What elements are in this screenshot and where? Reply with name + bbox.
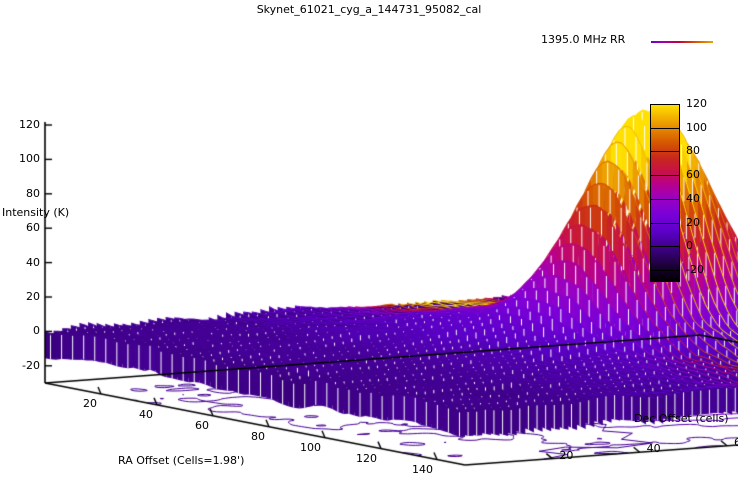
colorbar-tick	[650, 222, 680, 224]
colorbar-tick-label: 100	[686, 120, 707, 134]
z-tick-label: 20	[26, 290, 40, 303]
z-tick-label: 40	[26, 255, 40, 269]
y-tick-label: 20	[559, 448, 574, 462]
legend-label: 1395.0 MHz RR	[541, 33, 626, 46]
colorbar-tick	[650, 175, 680, 177]
x-tick-label: 140	[412, 462, 433, 476]
colorbar-tick-label: 120	[686, 97, 707, 110]
colorbar-tick	[650, 198, 680, 200]
y-axis-title: Dec Offset (cells)	[634, 412, 729, 425]
z-tick-label: 100	[19, 152, 40, 166]
z-tick-label: 60	[26, 221, 40, 235]
z-axis-title: Intensity (K)	[2, 206, 70, 219]
colorbar-tick-label: 20	[686, 215, 700, 229]
x-tick-label: 60	[195, 418, 209, 432]
colorbar-tick	[650, 151, 680, 153]
colorbar-tick	[650, 270, 680, 272]
z-tick-label: 0	[33, 324, 40, 338]
x-tick-label: 80	[251, 429, 265, 443]
x-tick-label: 20	[83, 396, 97, 410]
z-tick-label: 80	[26, 186, 40, 200]
legend-line-sample	[651, 41, 713, 43]
colorbar-tick-label: 40	[686, 191, 700, 205]
colorbar-tick-label: 60	[686, 168, 700, 182]
colorbar-tick	[650, 246, 680, 248]
z-tick-label: -20	[22, 358, 40, 372]
colorbar-tick	[650, 127, 680, 129]
x-tick-label: 40	[139, 407, 153, 421]
colorbar-tick-label: -20	[686, 263, 704, 277]
z-tick-label: 120	[19, 118, 40, 131]
x-tick-label: 100	[300, 440, 321, 454]
colorbar-tick-label: 0	[686, 239, 693, 253]
x-tick-label: 120	[356, 451, 377, 465]
colorbar-tick-label: 80	[686, 144, 700, 158]
page-title: Skynet_61021_cyg_a_144731_95082_cal	[256, 3, 482, 16]
x-axis-title: RA Offset (Cells=1.98')	[118, 454, 245, 467]
y-tick-label: 40	[646, 442, 661, 456]
y-tick-label: 60	[734, 435, 738, 449]
colorbar	[650, 104, 680, 282]
